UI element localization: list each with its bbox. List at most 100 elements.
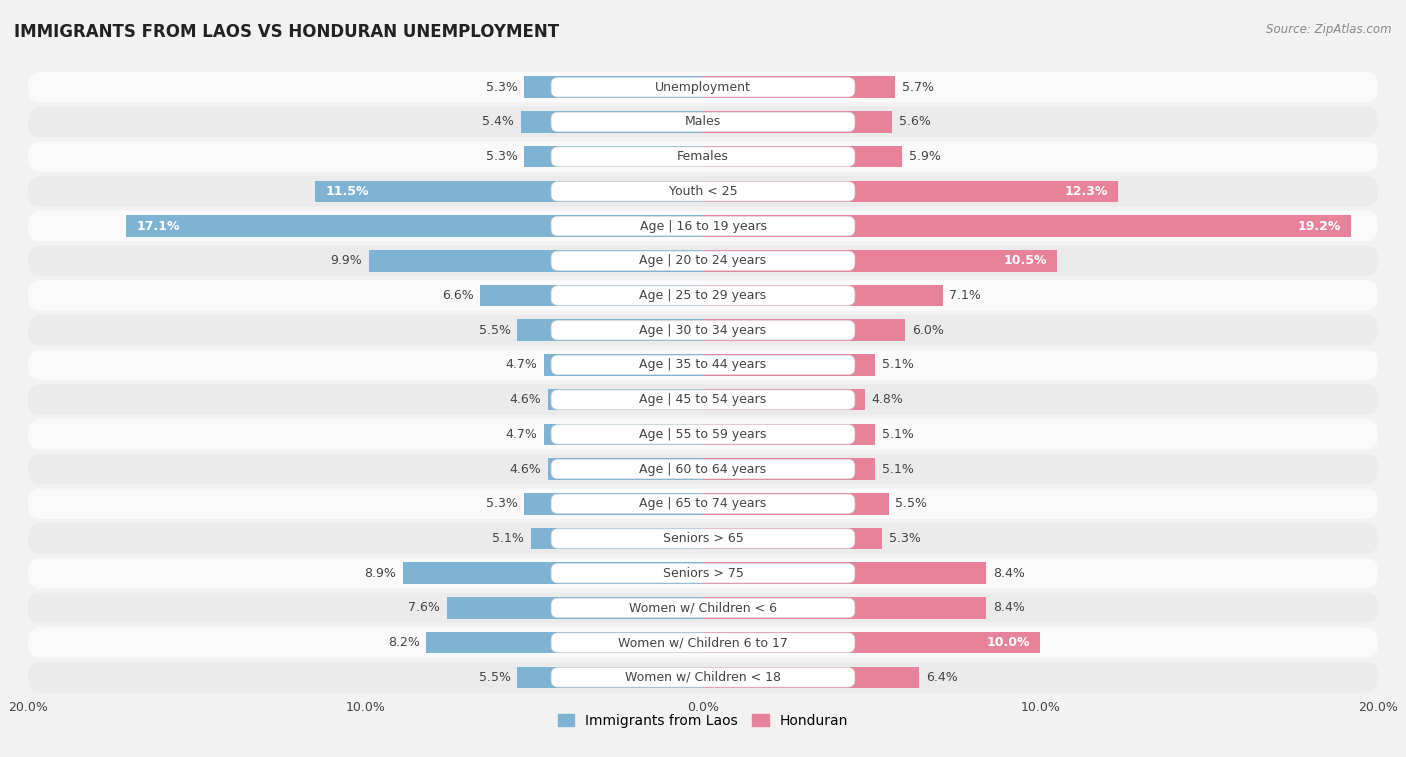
Bar [703, 389, 865, 410]
Text: 5.6%: 5.6% [898, 115, 931, 129]
FancyBboxPatch shape [28, 210, 1378, 241]
Text: 5.5%: 5.5% [478, 324, 510, 337]
Text: Age | 60 to 64 years: Age | 60 to 64 years [640, 463, 766, 475]
Text: 12.3%: 12.3% [1064, 185, 1108, 198]
Text: 17.1%: 17.1% [136, 220, 180, 232]
Text: 4.7%: 4.7% [506, 428, 537, 441]
Text: 5.1%: 5.1% [882, 463, 914, 475]
Text: Age | 65 to 74 years: Age | 65 to 74 years [640, 497, 766, 510]
Text: 7.6%: 7.6% [408, 601, 440, 615]
FancyBboxPatch shape [551, 459, 855, 478]
Text: 5.1%: 5.1% [882, 428, 914, 441]
FancyBboxPatch shape [28, 558, 1378, 588]
FancyBboxPatch shape [551, 668, 855, 687]
Text: 4.6%: 4.6% [509, 393, 541, 407]
FancyBboxPatch shape [28, 350, 1378, 380]
FancyBboxPatch shape [28, 385, 1378, 415]
Bar [703, 424, 875, 445]
Text: 4.6%: 4.6% [509, 463, 541, 475]
Text: 5.3%: 5.3% [485, 81, 517, 94]
FancyBboxPatch shape [551, 390, 855, 410]
Text: 5.1%: 5.1% [882, 358, 914, 372]
Bar [544, 424, 703, 445]
FancyBboxPatch shape [551, 633, 855, 653]
FancyBboxPatch shape [551, 182, 855, 201]
Bar [703, 146, 903, 167]
Text: 8.9%: 8.9% [364, 567, 396, 580]
Text: 10.5%: 10.5% [1004, 254, 1047, 267]
Bar [517, 319, 703, 341]
Bar [402, 562, 703, 584]
FancyBboxPatch shape [551, 563, 855, 583]
Text: 5.3%: 5.3% [889, 532, 921, 545]
Text: 5.1%: 5.1% [492, 532, 524, 545]
FancyBboxPatch shape [551, 147, 855, 167]
Text: Seniors > 65: Seniors > 65 [662, 532, 744, 545]
Bar [703, 528, 882, 550]
Text: 11.5%: 11.5% [325, 185, 368, 198]
Bar [517, 667, 703, 688]
FancyBboxPatch shape [551, 425, 855, 444]
FancyBboxPatch shape [28, 662, 1378, 693]
Text: Seniors > 75: Seniors > 75 [662, 567, 744, 580]
Bar [524, 493, 703, 515]
Bar [548, 458, 703, 480]
Bar [703, 181, 1118, 202]
Bar [703, 562, 987, 584]
Bar [481, 285, 703, 307]
Text: 5.3%: 5.3% [485, 150, 517, 164]
Text: 5.9%: 5.9% [908, 150, 941, 164]
FancyBboxPatch shape [551, 320, 855, 340]
Text: Females: Females [678, 150, 728, 164]
Text: Age | 30 to 34 years: Age | 30 to 34 years [640, 324, 766, 337]
Bar [524, 146, 703, 167]
Text: IMMIGRANTS FROM LAOS VS HONDURAN UNEMPLOYMENT: IMMIGRANTS FROM LAOS VS HONDURAN UNEMPLO… [14, 23, 560, 41]
Bar [703, 250, 1057, 272]
Legend: Immigrants from Laos, Honduran: Immigrants from Laos, Honduran [553, 709, 853, 734]
Text: Age | 45 to 54 years: Age | 45 to 54 years [640, 393, 766, 407]
FancyBboxPatch shape [28, 280, 1378, 311]
Text: Males: Males [685, 115, 721, 129]
Bar [703, 632, 1040, 653]
Text: Women w/ Children < 6: Women w/ Children < 6 [628, 601, 778, 615]
FancyBboxPatch shape [551, 112, 855, 132]
Bar [368, 250, 703, 272]
Text: Women w/ Children 6 to 17: Women w/ Children 6 to 17 [619, 636, 787, 650]
Bar [520, 111, 703, 132]
Bar [703, 667, 920, 688]
Bar [531, 528, 703, 550]
FancyBboxPatch shape [28, 142, 1378, 172]
Bar [703, 285, 942, 307]
Text: Source: ZipAtlas.com: Source: ZipAtlas.com [1267, 23, 1392, 36]
Bar [127, 215, 703, 237]
Text: 5.3%: 5.3% [485, 497, 517, 510]
Bar [524, 76, 703, 98]
FancyBboxPatch shape [28, 523, 1378, 554]
Text: 10.0%: 10.0% [987, 636, 1031, 650]
Text: 5.7%: 5.7% [903, 81, 934, 94]
Text: 5.5%: 5.5% [478, 671, 510, 684]
Text: Age | 16 to 19 years: Age | 16 to 19 years [640, 220, 766, 232]
FancyBboxPatch shape [28, 176, 1378, 207]
FancyBboxPatch shape [551, 217, 855, 235]
Text: 19.2%: 19.2% [1298, 220, 1341, 232]
Bar [703, 493, 889, 515]
FancyBboxPatch shape [551, 494, 855, 513]
FancyBboxPatch shape [28, 419, 1378, 450]
Text: 6.6%: 6.6% [441, 289, 474, 302]
FancyBboxPatch shape [551, 355, 855, 375]
Text: 8.2%: 8.2% [388, 636, 419, 650]
FancyBboxPatch shape [28, 593, 1378, 623]
Text: 7.1%: 7.1% [949, 289, 981, 302]
Bar [544, 354, 703, 375]
FancyBboxPatch shape [551, 286, 855, 305]
Bar [703, 319, 905, 341]
Bar [548, 389, 703, 410]
Bar [703, 458, 875, 480]
Text: 6.4%: 6.4% [925, 671, 957, 684]
Text: Age | 35 to 44 years: Age | 35 to 44 years [640, 358, 766, 372]
Text: 8.4%: 8.4% [993, 567, 1025, 580]
Text: Age | 25 to 29 years: Age | 25 to 29 years [640, 289, 766, 302]
Bar [315, 181, 703, 202]
Text: Youth < 25: Youth < 25 [669, 185, 737, 198]
